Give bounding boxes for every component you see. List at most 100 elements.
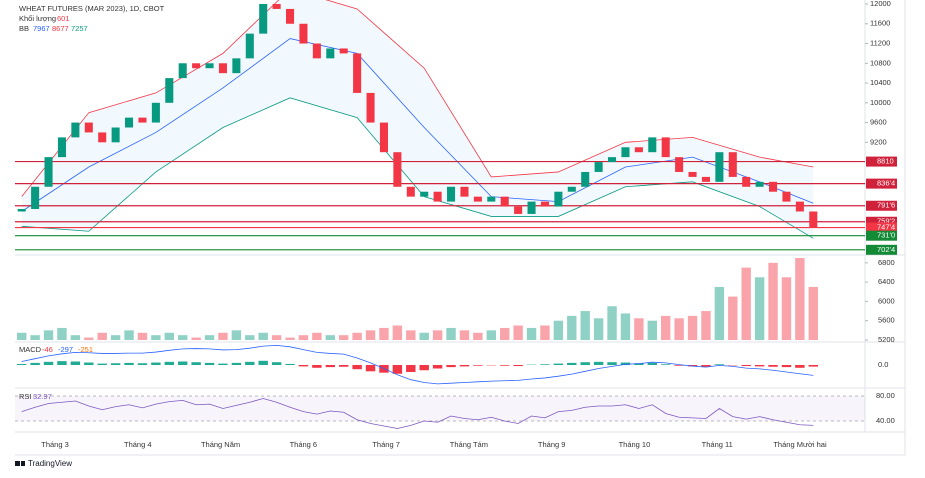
x-tick-label: Tháng Năm — [201, 440, 240, 449]
macd-hist — [178, 361, 188, 365]
rsi-label: RSI — [19, 392, 32, 401]
macd-hist — [406, 365, 416, 372]
x-tick-label: Tháng 7 — [372, 440, 400, 449]
volume-bar — [754, 277, 765, 340]
y-tick-label: 10400 — [870, 78, 891, 87]
macd-hist — [607, 362, 617, 365]
candle-body — [192, 63, 201, 69]
volume-bar — [43, 330, 54, 340]
level-label: 8810 — [877, 157, 894, 166]
volume-bar — [513, 325, 523, 340]
volume-bar — [110, 335, 121, 340]
volume-tick-label: 6400 — [878, 277, 895, 286]
y-tick-label: 11200 — [870, 39, 890, 48]
volume-bar — [379, 327, 389, 340]
macd-hist — [553, 363, 564, 365]
volume-bar — [728, 296, 738, 340]
macd-hist — [500, 365, 510, 366]
candle-body — [782, 191, 791, 202]
macd-hist — [258, 360, 268, 365]
rsi-tick-label: 40.00 — [876, 416, 895, 425]
level-label: 836'4 — [877, 179, 895, 188]
volume-bar — [620, 313, 631, 340]
macd-hist — [151, 362, 161, 365]
candle-body — [44, 157, 53, 187]
macd-hist — [661, 364, 671, 365]
macd-hist — [419, 365, 429, 371]
macd-label: MACD — [19, 345, 42, 354]
macd-hist — [285, 363, 295, 365]
macd-hist — [567, 362, 577, 365]
level-label: 791'6 — [877, 201, 895, 210]
volume-bar — [312, 332, 322, 340]
macd-hist — [312, 365, 322, 368]
candle-body — [165, 78, 174, 103]
macd-hist — [17, 363, 27, 365]
volume-bar — [432, 330, 443, 340]
volume-bar — [473, 332, 483, 340]
volume-bar — [231, 330, 242, 340]
chart-title: WHEAT FUTURES (MAR 2023), 1D, CBOT — [19, 4, 165, 13]
macd-hist — [580, 362, 590, 365]
macd-hist — [540, 364, 550, 365]
macd-hist — [164, 361, 174, 365]
candle-body — [312, 43, 321, 59]
macd-hist — [808, 365, 818, 367]
volume-bar — [218, 332, 228, 340]
level-tag — [866, 156, 897, 167]
volume-bar — [137, 332, 148, 340]
bb-upper — [21, 0, 814, 197]
macd-tick-label: 0.0 — [878, 360, 888, 369]
macd-hist — [781, 365, 792, 368]
level-tag — [866, 230, 897, 241]
volume-bar — [500, 327, 510, 340]
candle-body — [742, 176, 751, 187]
candle-body — [205, 63, 214, 69]
candle-body — [621, 147, 630, 158]
volume-bar — [687, 315, 698, 340]
volume-bar — [298, 335, 309, 340]
macd-hist — [191, 362, 201, 365]
volume-bar — [57, 327, 67, 340]
candle-body — [71, 122, 80, 138]
candle-body — [554, 191, 563, 207]
candle-body — [125, 117, 134, 128]
macd-hist — [298, 365, 309, 367]
rsi-line — [21, 398, 814, 429]
volume-tick-label: 6000 — [878, 296, 895, 305]
macd-hist — [271, 362, 282, 365]
level-tag — [866, 216, 897, 227]
level-tag — [866, 222, 897, 233]
macd-hist — [97, 363, 107, 365]
y-tick-label: 10000 — [870, 98, 891, 107]
candle-body — [688, 171, 697, 177]
volume-bar — [526, 327, 537, 340]
macd-hist — [593, 361, 604, 365]
x-tick-label: Tháng 11 — [702, 440, 733, 449]
candle-body — [259, 4, 268, 34]
bb-label: BB — [19, 24, 29, 33]
volume-bar — [406, 330, 416, 340]
candle-body — [473, 196, 482, 202]
candle-body — [514, 206, 523, 214]
volume-bar — [593, 318, 604, 340]
macd-hist — [768, 365, 778, 367]
volume-bar — [446, 327, 456, 340]
volume-bar — [339, 335, 349, 340]
macd-hist — [245, 361, 255, 365]
candle-body — [661, 137, 670, 158]
macd-hist — [365, 365, 376, 372]
volume-bar — [178, 335, 188, 340]
macd-hist — [459, 365, 470, 367]
candle-body — [84, 122, 93, 133]
volume-bar — [795, 258, 805, 340]
candle-body — [795, 201, 804, 212]
volume-bar — [151, 335, 161, 340]
macd-hist — [795, 365, 805, 368]
volume-bar — [486, 330, 496, 340]
candle-body — [245, 33, 254, 59]
macd-hist — [446, 365, 456, 368]
candle-body — [715, 152, 724, 182]
volume-bar — [768, 262, 778, 340]
